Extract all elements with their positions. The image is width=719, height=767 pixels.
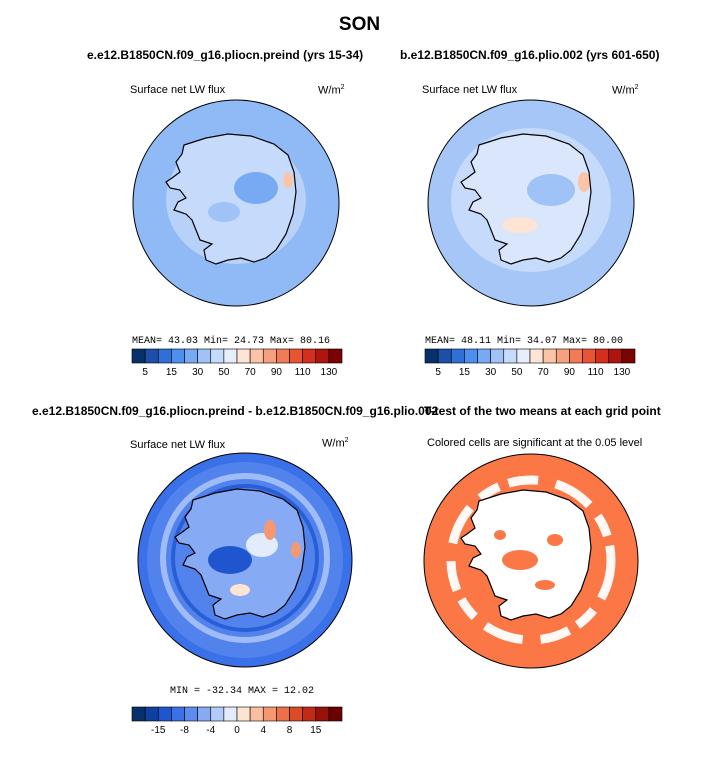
colorbar-1-box	[210, 348, 225, 364]
colorbar-3-box	[315, 706, 330, 722]
map-panel-1	[133, 100, 339, 306]
colorbar-1-tick-label: 90	[271, 367, 283, 378]
colorbar-panel-2: 5 15 30 50 70 90 110 130	[424, 348, 636, 378]
colorbar-1-tick-label: 30	[192, 367, 204, 378]
panel-3-title: e.e12.B1850CN.f09_g16.pliocn.preind - b.…	[32, 404, 439, 418]
colorbar-1-box	[315, 348, 330, 364]
colorbar-3-tick-label: 15	[310, 725, 322, 736]
colorbar-2-box	[608, 348, 623, 364]
colorbar-1-tick-label: 5	[142, 367, 148, 378]
colorbar-1-tick-label: 130	[321, 367, 338, 378]
colorbar-1-tick-label: 15	[166, 367, 178, 378]
panel-1-title: e.e12.B1850CN.f09_g16.pliocn.preind (yrs…	[87, 48, 364, 62]
colorbar-2-box	[542, 348, 557, 364]
panel-1-units: W/m2	[318, 84, 345, 97]
colorbar-3-tick-label: -4	[206, 725, 215, 736]
panel-1-stats: MEAN= 43.03 Min= 24.73 Max= 80.16	[132, 336, 331, 347]
colorbar-3-box	[236, 706, 251, 722]
colorbar-2-tick-label: 5	[435, 367, 441, 378]
colorbar-2-tick-label: 30	[485, 367, 497, 378]
colorbar-3-box	[249, 706, 264, 722]
colorbar-2-box	[424, 348, 439, 364]
colorbar-3-tick-label: -15	[151, 725, 166, 736]
figure-title: SON	[338, 14, 381, 35]
colorbar-1-box	[262, 348, 277, 364]
colorbar-1-box	[236, 348, 251, 364]
colorbar-1-box	[289, 348, 303, 364]
colorbar-panel-1: 5 15 30 50 70 90 110 130	[131, 348, 343, 378]
colorbar-3-tick-label: 0	[234, 725, 240, 736]
colorbar-3-box	[157, 706, 172, 722]
colorbar-1-box	[184, 348, 198, 364]
colorbar-3-box	[184, 706, 198, 722]
colorbar-2-box	[569, 348, 583, 364]
colorbar-3-box	[328, 706, 343, 722]
panel-2-title: b.e12.B1850CN.f09_g16.plio.002 (yrs 601-…	[400, 48, 660, 62]
panel-3-stats: MIN = -32.34 MAX = 12.02	[170, 686, 315, 697]
colorbar-1-box	[223, 348, 238, 364]
colorbar-1-tick-label: 110	[295, 367, 311, 378]
panel-1-variable: Surface net LW flux	[130, 84, 226, 96]
map-panel-2	[428, 100, 634, 306]
panel-3-variable: Surface net LW flux	[130, 439, 226, 451]
colorbar-2-box	[450, 348, 465, 364]
colorbar-2-box	[437, 348, 452, 364]
colorbar-1-box	[171, 348, 185, 364]
colorbar-2-box	[555, 348, 570, 364]
panel-2-units: W/m2	[612, 84, 639, 97]
colorbar-2-tick-label: 110	[588, 367, 604, 378]
colorbar-1-box	[144, 348, 159, 364]
colorbar-3-tick-label: -8	[180, 725, 189, 736]
colorbar-3-box	[197, 706, 212, 722]
colorbar-3-box	[276, 706, 290, 722]
colorbar-1-tick-label: 70	[245, 367, 257, 378]
colorbar-1-box	[197, 348, 212, 364]
panel-4-title: T-test of the two means at each grid poi…	[424, 404, 661, 418]
colorbar-2-box	[503, 348, 518, 364]
colorbar-2-tick-label: 50	[511, 367, 523, 378]
panel-3-units: W/m2	[322, 437, 349, 450]
colorbar-3-box	[144, 706, 159, 722]
colorbar-2-tick-label: 70	[538, 367, 550, 378]
colorbar-2-tick-label: 15	[459, 367, 471, 378]
colorbar-2-box	[464, 348, 478, 364]
colorbar-1-tick-label: 50	[218, 367, 230, 378]
colorbar-3-box	[223, 706, 238, 722]
colorbar-2-box	[490, 348, 505, 364]
colorbar-1-box	[276, 348, 290, 364]
colorbar-2-tick-label: 90	[564, 367, 576, 378]
panel-4-subtitle: Colored cells are significant at the 0.0…	[427, 437, 643, 449]
colorbar-2-tick-label: 130	[614, 367, 631, 378]
colorbar-2-box	[516, 348, 531, 364]
panel-2-stats: MEAN= 48.11 Min= 34.07 Max= 80.00	[425, 336, 624, 347]
colorbar-3-box	[302, 706, 317, 722]
colorbar-2-box	[529, 348, 544, 364]
colorbar-3-box	[262, 706, 277, 722]
colorbar-3-tick-label: 4	[260, 725, 266, 736]
colorbar-2-box	[621, 348, 636, 364]
colorbar-1-box	[302, 348, 317, 364]
colorbar-1-box	[249, 348, 264, 364]
colorbar-3-tick-label: 8	[287, 725, 293, 736]
colorbar-3-box	[171, 706, 185, 722]
colorbar-1-box	[328, 348, 343, 364]
colorbar-3-box	[210, 706, 225, 722]
colorbar-2-box	[582, 348, 596, 364]
colorbar-panel-3: -15 -8 -4 0 4 8 15	[131, 706, 343, 736]
colorbar-2-box	[595, 348, 610, 364]
colorbar-1-box	[157, 348, 172, 364]
colorbar-3-box	[131, 706, 146, 722]
colorbar-3-box	[289, 706, 303, 722]
panel-2-variable: Surface net LW flux	[422, 84, 518, 96]
colorbar-2-box	[477, 348, 491, 364]
colorbar-1-box	[131, 348, 146, 364]
map-panel-3	[138, 453, 352, 667]
map-panel-4	[424, 454, 638, 668]
